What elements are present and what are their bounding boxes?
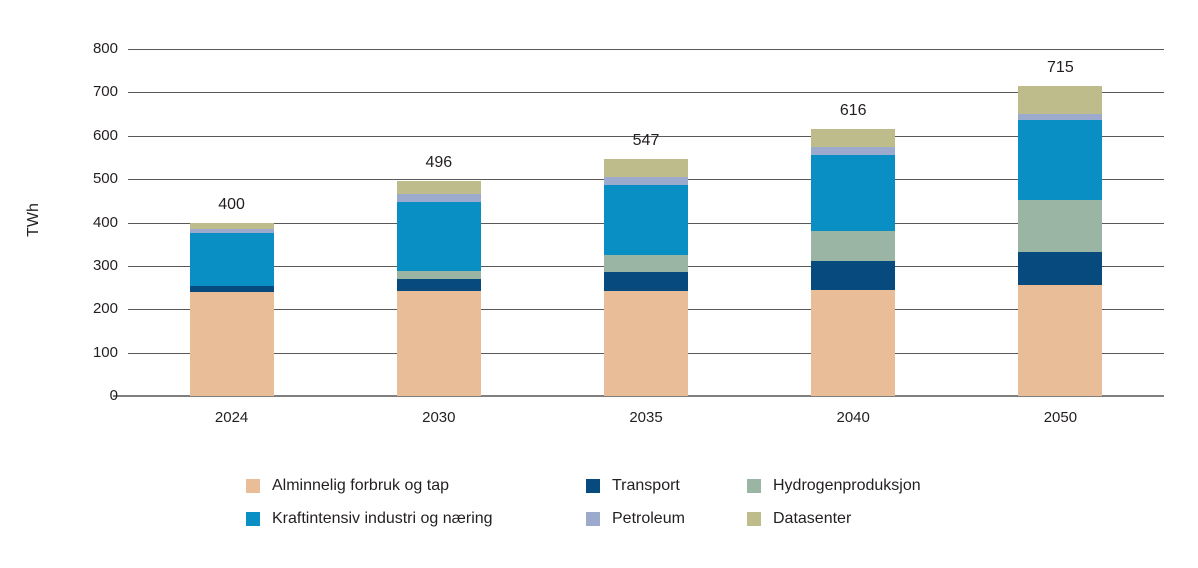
legend-item-transport: Transport xyxy=(586,477,680,495)
bar-segment-transport-2040 xyxy=(811,261,896,291)
x-axis-line xyxy=(113,395,1164,397)
legend-swatch-datasenter xyxy=(747,512,761,526)
y-axis-tick-label: 700 xyxy=(92,83,118,101)
bar-segment-datasenter-2024 xyxy=(189,222,274,230)
bar-segment-petroleum-2024 xyxy=(189,229,274,234)
bar-segment-hydrogenproduksjon-2040 xyxy=(811,231,896,262)
legend-swatch-kraftintensiv-industri-og-naring xyxy=(246,512,260,526)
x-axis-tick-label-2035: 2035 xyxy=(629,409,663,426)
legend-label-petroleum: Petroleum xyxy=(612,510,685,527)
legend-swatch-alminnelig-forbruk-og-tap xyxy=(246,479,260,493)
bar-segment-transport-2050 xyxy=(1018,252,1103,286)
bar-segment-alminnelig-forbruk-og-tap-2035 xyxy=(604,290,688,396)
bar-segment-petroleum-2030 xyxy=(396,194,481,202)
bar-segment-kraftintensiv-industri-og-naring-2024 xyxy=(189,233,274,287)
plot-area: 0 100 200 300 400 500 600 700 800 400 2024 496 2030 5… xyxy=(93,40,1164,426)
bar-segment-hydrogenproduksjon-2030 xyxy=(396,271,481,279)
bar-total-label-2030: 496 xyxy=(425,153,453,171)
bar-2050 xyxy=(1018,85,1103,396)
legend-item-datasenter: Datasenter xyxy=(747,510,851,528)
bar-segment-alminnelig-forbruk-og-tap-2024 xyxy=(189,292,274,396)
legend-label-transport: Transport xyxy=(612,477,680,494)
bar-segment-datasenter-2030 xyxy=(396,180,481,195)
legend-swatch-petroleum xyxy=(586,512,600,526)
x-axis-tick-label-2050: 2050 xyxy=(1043,409,1078,426)
y-axis-tick-label: 800 xyxy=(92,40,118,57)
gridline-600 xyxy=(128,135,1164,137)
bar-segment-kraftintensiv-industri-og-naring-2040 xyxy=(811,155,896,232)
legend-label-kraftintensiv-industri-og-naring: Kraftintensiv industri og næring xyxy=(272,510,493,527)
x-axis-tick-label-2030: 2030 xyxy=(422,409,456,426)
legend-label-hydrogenproduksjon: Hydrogenproduksjon xyxy=(773,477,921,494)
bar-2024 xyxy=(189,222,274,396)
gridline-800 xyxy=(128,49,1164,50)
bar-segment-petroleum-2050 xyxy=(1018,113,1103,120)
bar-segment-transport-2030 xyxy=(396,278,481,292)
bar-segment-transport-2024 xyxy=(189,286,274,293)
bar-2040 xyxy=(811,128,896,396)
y-axis-tick-label: 500 xyxy=(92,170,118,188)
bar-segment-kraftintensiv-industri-og-naring-2030 xyxy=(396,201,481,272)
legend-item-hydrogenproduksjon: Hydrogenproduksjon xyxy=(747,477,921,495)
bar-segment-petroleum-2035 xyxy=(604,176,688,185)
x-axis-tick-label-2024: 2024 xyxy=(214,409,249,426)
bar-total-label-2024: 400 xyxy=(218,195,245,213)
bar-segment-alminnelig-forbruk-og-tap-2050 xyxy=(1018,285,1103,396)
y-axis-tick-label: 200 xyxy=(92,300,118,318)
bar-segment-kraftintensiv-industri-og-naring-2050 xyxy=(1018,119,1103,200)
legend-swatch-transport xyxy=(586,479,600,493)
y-axis-tick-label: 400 xyxy=(92,213,118,231)
legend-item-kraftintensiv-industri-og-naring: Kraftintensiv industri og næring xyxy=(246,510,493,528)
bar-segment-alminnelig-forbruk-og-tap-2040 xyxy=(811,290,896,396)
y-axis-tick-label: 300 xyxy=(92,256,118,274)
bar-2030 xyxy=(396,180,481,396)
legend-item-petroleum: Petroleum xyxy=(586,510,685,528)
bar-total-label-2050: 715 xyxy=(1047,58,1074,76)
bar-segment-alminnelig-forbruk-og-tap-2030 xyxy=(396,291,481,396)
gridline-700 xyxy=(128,92,1164,94)
legend-label-datasenter: Datasenter xyxy=(773,510,852,527)
legend-swatch-hydrogenproduksjon xyxy=(747,479,761,493)
legend-label-alminnelig-forbruk-og-tap: Alminnelig forbruk og tap xyxy=(272,477,449,494)
bar-segment-transport-2035 xyxy=(604,271,688,291)
bar-segment-hydrogenproduksjon-2035 xyxy=(604,255,688,272)
bar-segment-datasenter-2040 xyxy=(811,128,896,148)
bar-2035 xyxy=(604,158,688,396)
bar-segment-hydrogenproduksjon-2050 xyxy=(1018,199,1103,253)
bar-segment-datasenter-2035 xyxy=(604,158,688,177)
bar-segment-datasenter-2050 xyxy=(1018,85,1103,114)
y-axis-tick-label: 600 xyxy=(92,126,118,144)
bar-total-label-2040: 616 xyxy=(839,101,867,119)
x-axis-tick-label-2040: 2040 xyxy=(836,409,870,426)
bar-segment-kraftintensiv-industri-og-naring-2035 xyxy=(604,184,688,256)
legend-item-alminnelig-forbruk-og-tap: Alminnelig forbruk og tap xyxy=(246,477,449,495)
bar-segment-petroleum-2040 xyxy=(811,147,896,156)
y-axis-tick-label: 100 xyxy=(92,343,118,361)
y-axis-tick-label: 0 xyxy=(109,387,118,404)
bar-total-label-2035: 547 xyxy=(632,131,660,149)
